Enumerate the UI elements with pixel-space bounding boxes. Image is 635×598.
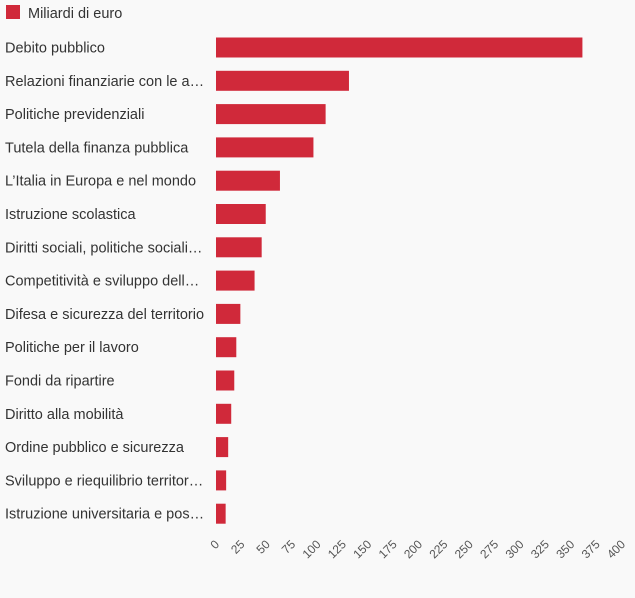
- x-tick-label: 50: [254, 537, 274, 557]
- bar: [216, 337, 237, 358]
- category-labels: Debito pubblico Relazioni finanziarie con…: [5, 41, 204, 523]
- legend-swatch: [6, 5, 20, 19]
- x-tick-label: 375: [579, 537, 603, 561]
- category-label: Difesa e sicurezza del territorio: [5, 307, 204, 323]
- x-tick-label: 75: [279, 537, 299, 557]
- x-tick-label: 225: [426, 537, 450, 561]
- bar: [216, 403, 232, 424]
- bar: [216, 37, 583, 58]
- category-label: Diritto alla mobilità: [5, 407, 124, 423]
- legend: Miliardi di euro: [6, 5, 122, 22]
- category-label: Competitività e sviluppo dell…: [5, 274, 199, 290]
- x-axis-ticks: 0 25 50 75 100 125 150 175 200 225 250 275 300 325 350…: [207, 537, 628, 561]
- bar: [216, 437, 229, 458]
- x-tick-label: 200: [401, 537, 425, 561]
- category-label: Debito pubblico: [5, 41, 105, 57]
- category-label: Ordine pubblico e sicurezza: [5, 440, 185, 456]
- x-tick-label: 325: [528, 537, 552, 561]
- category-label: Fondi da ripartire: [5, 374, 115, 390]
- bar: [216, 503, 226, 524]
- bars-group: [216, 37, 583, 524]
- category-label: Sviluppo e riequilibrio territor…: [5, 473, 203, 489]
- category-label: Politiche previdenziali: [5, 107, 144, 123]
- x-tick-label: 275: [477, 537, 501, 561]
- category-label: Istruzione universitaria e pos…: [5, 507, 204, 523]
- legend-label: Miliardi di euro: [28, 6, 122, 22]
- category-label: Tutela della finanza pubblica: [5, 140, 189, 156]
- category-label: Relazioni finanziarie con le a…: [5, 74, 204, 90]
- x-tick-label: 100: [300, 537, 324, 561]
- x-tick-label: 300: [503, 537, 527, 561]
- bar: [216, 237, 262, 258]
- x-tick-label: 0: [207, 537, 222, 552]
- bar: [216, 70, 349, 91]
- category-label: Politiche per il lavoro: [5, 340, 139, 356]
- x-tick-label: 175: [376, 537, 400, 561]
- bar: [216, 170, 280, 191]
- bar: [216, 270, 255, 291]
- bar: [216, 104, 326, 125]
- x-tick-label: 150: [350, 537, 374, 561]
- category-label: Istruzione scolastica: [5, 207, 136, 223]
- category-label: Diritti sociali, politiche sociali…: [5, 240, 202, 256]
- bar: [216, 303, 241, 324]
- x-tick-label: 25: [228, 537, 248, 557]
- bar: [216, 470, 227, 491]
- bar: [216, 137, 314, 158]
- bar: [216, 370, 235, 391]
- bar: [216, 204, 266, 224]
- category-label: L’Italia in Europa e nel mondo: [5, 174, 196, 190]
- x-tick-label: 400: [604, 537, 628, 561]
- x-tick-label: 125: [325, 537, 349, 561]
- x-tick-label: 250: [452, 537, 476, 561]
- x-tick-label: 350: [553, 537, 577, 561]
